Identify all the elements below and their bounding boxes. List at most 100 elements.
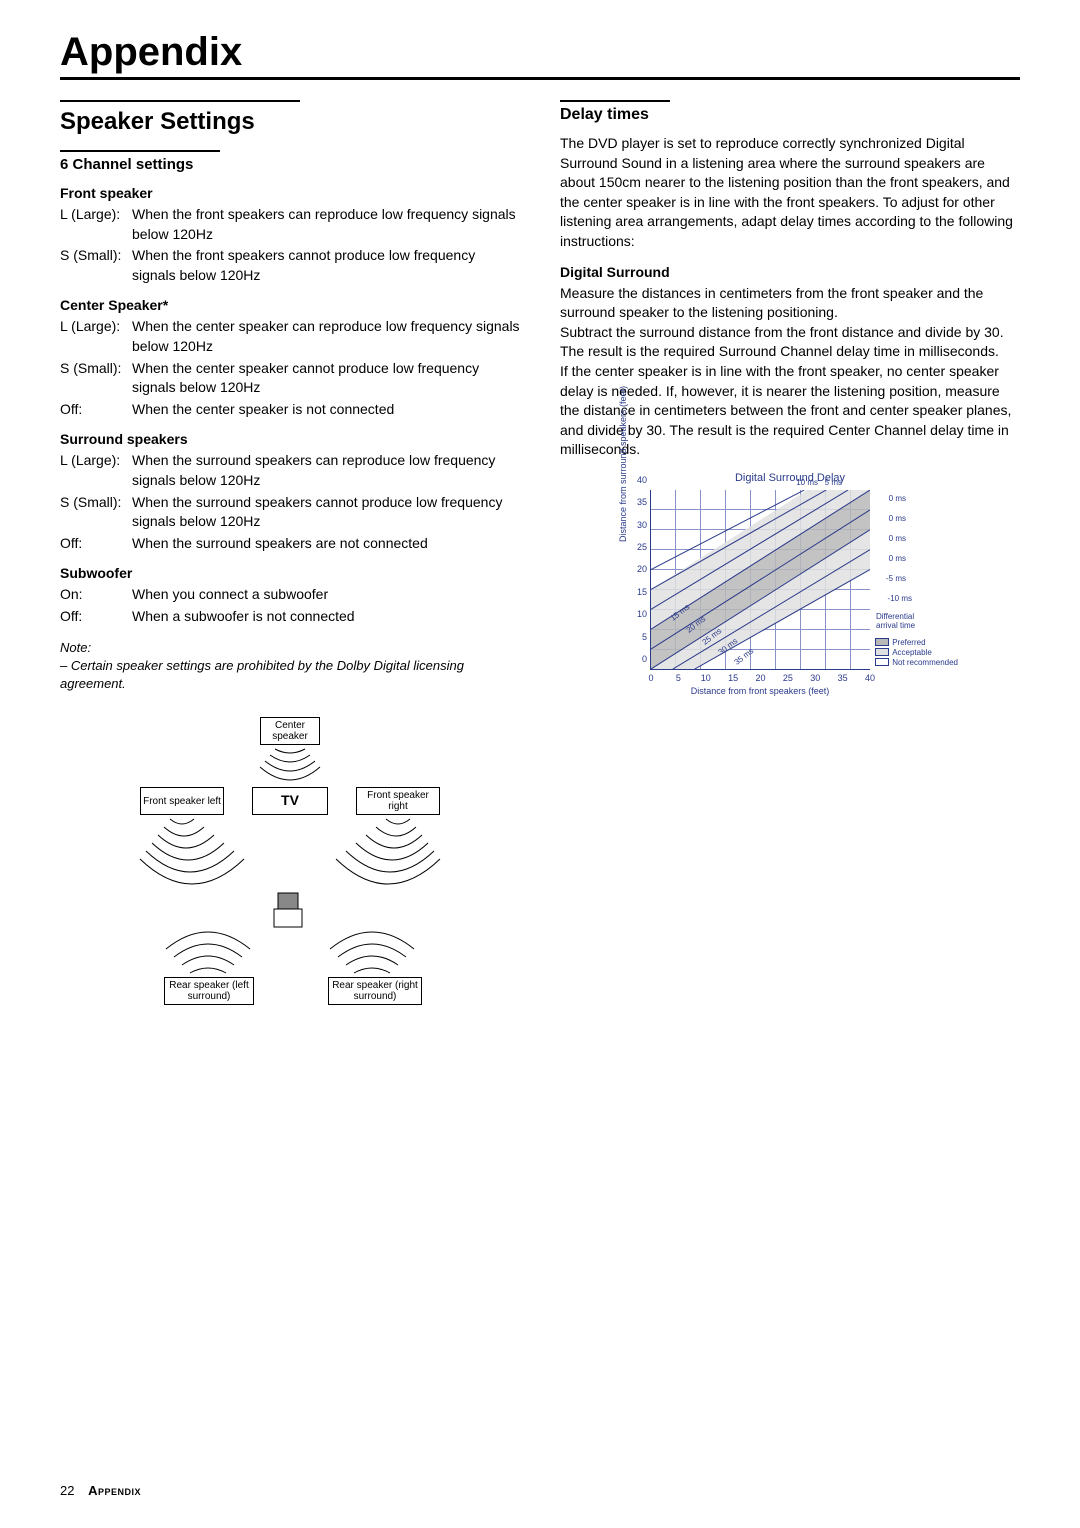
chart-x-tick: 0 (648, 673, 653, 683)
chart-title: Digital Surround Delay (620, 472, 960, 484)
setting-row: S (Small):When the center speaker cannot… (60, 359, 520, 398)
setting-desc: When the surround speakers are not conne… (132, 534, 520, 554)
diagram-front-right: Front speaker right (356, 787, 440, 815)
setting-label: S (Small): (60, 359, 132, 398)
section-rule (60, 100, 300, 102)
speaker-settings-heading: Speaker Settings (60, 108, 520, 136)
chart-bands (651, 490, 870, 669)
ds-para-1: Measure the distances in centimeters fro… (560, 284, 1020, 323)
diagram-center-speaker: Center speaker (260, 717, 320, 745)
diagram-front-left: Front speaker left (140, 787, 224, 815)
chart-x-tick: 40 (865, 673, 875, 683)
setting-desc: When the center speaker cannot produce l… (132, 359, 520, 398)
setting-desc: When the front speakers can reproduce lo… (132, 205, 520, 244)
delay-times-heading: Delay times (560, 106, 1020, 124)
chart-legend: Preferred Acceptable Not recommended (875, 637, 958, 667)
right-label-1: 0 ms (889, 514, 906, 523)
ds-para-3: If the center speaker is in line with th… (560, 362, 1020, 460)
chart-y-tick: 5 (629, 632, 647, 642)
setting-group-head: Front speaker (60, 185, 520, 201)
chart-y-tick: 15 (629, 587, 647, 597)
section-rule-right (560, 100, 670, 102)
legend-notrec: Not recommended (875, 658, 958, 667)
ds-para-2: Subtract the surround distance from the … (560, 323, 1020, 362)
chart-x-tick: 5 (676, 673, 681, 683)
setting-desc: When the surround speakers cannot produc… (132, 493, 520, 532)
setting-label: S (Small): (60, 246, 132, 285)
setting-label: Off: (60, 400, 132, 420)
legend-notrec-label: Not recommended (892, 658, 958, 667)
chart-plot-area: 15 ms 20 ms 25 ms 30 ms 35 ms 10 ms 5 ms… (650, 490, 870, 670)
setting-row: L (Large):When the surround speakers can… (60, 451, 520, 490)
channel-settings-heading: 6 Channel settings (60, 156, 520, 173)
diagram-waves (110, 717, 470, 1077)
setting-label: L (Large): (60, 451, 132, 490)
sub-rule (60, 150, 220, 152)
legend-preferred: Preferred (875, 638, 958, 647)
chart-x-tick: 15 (728, 673, 738, 683)
setting-row: S (Small):When the front speakers cannot… (60, 246, 520, 285)
setting-label: Off: (60, 534, 132, 554)
page-title: Appendix (60, 30, 1020, 80)
right-label-6: Differential arrival time (876, 612, 934, 630)
chart-x-tick: 20 (755, 673, 765, 683)
top-label-1: 5 ms (825, 478, 842, 487)
legend-acceptable-label: Acceptable (892, 648, 932, 657)
chart-y-tick: 10 (629, 609, 647, 619)
setting-label: Off: (60, 607, 132, 627)
setting-desc: When you connect a subwoofer (132, 585, 520, 605)
digital-surround-head: Digital Surround (560, 264, 1020, 280)
diagram-tv: TV (252, 787, 328, 815)
top-label-0: 10 ms (796, 478, 818, 487)
setting-group-head: Center Speaker* (60, 297, 520, 313)
right-column: Delay times The DVD player is set to rep… (560, 100, 1020, 1077)
setting-desc: When the surround speakers can reproduce… (132, 451, 520, 490)
setting-desc: When a subwoofer is not connected (132, 607, 520, 627)
chart-y-tick: 25 (629, 542, 647, 552)
right-label-2: 0 ms (889, 534, 906, 543)
chart-x-label: Distance from front speakers (feet) (650, 686, 870, 696)
setting-group-head: Surround speakers (60, 431, 520, 447)
setting-row: Off:When the surround speakers are not c… (60, 534, 520, 554)
right-label-4: -5 ms (886, 574, 906, 583)
setting-desc: When the front speakers cannot produce l… (132, 246, 520, 285)
chart-y-tick: 30 (629, 520, 647, 530)
chart-x-tick: 30 (810, 673, 820, 683)
right-label-0: 0 ms (889, 494, 906, 503)
diagram-rear-right: Rear speaker (right surround) (328, 977, 422, 1005)
content-columns: Speaker Settings 6 Channel settings Fron… (60, 100, 1020, 1077)
setting-row: On:When you connect a subwoofer (60, 585, 520, 605)
setting-group-head: Subwoofer (60, 565, 520, 581)
page-footer: 22 Appendix (60, 1483, 141, 1498)
chart-y-tick: 0 (629, 654, 647, 664)
delay-intro: The DVD player is set to reproduce corre… (560, 134, 1020, 252)
legend-preferred-label: Preferred (892, 638, 925, 647)
setting-row: Off:When the center speaker is not conne… (60, 400, 520, 420)
page-number: 22 (60, 1483, 74, 1498)
setting-row: S (Small):When the surround speakers can… (60, 493, 520, 532)
chart-y-label: Distance from surround speakers (feet) (618, 386, 628, 542)
chart-x-tick: 10 (701, 673, 711, 683)
chart-y-tick: 20 (629, 564, 647, 574)
speaker-layout-diagram: Center speaker Front speaker left TV Fro… (110, 717, 470, 1077)
setting-desc: When the center speaker can reproduce lo… (132, 317, 520, 356)
setting-desc: When the center speaker is not connected (132, 400, 520, 420)
left-column: Speaker Settings 6 Channel settings Fron… (60, 100, 520, 1077)
setting-row: Off:When a subwoofer is not connected (60, 607, 520, 627)
right-label-5: -10 ms (888, 594, 912, 603)
diagram-rear-left: Rear speaker (left surround) (164, 977, 254, 1005)
chart-x-tick: 35 (838, 673, 848, 683)
setting-label: L (Large): (60, 205, 132, 244)
note-body: – Certain speaker settings are prohibite… (60, 658, 464, 691)
legend-acceptable: Acceptable (875, 648, 958, 657)
setting-row: L (Large):When the center speaker can re… (60, 317, 520, 356)
right-label-3: 0 ms (889, 554, 906, 563)
note-block: Note: – Certain speaker settings are pro… (60, 639, 520, 694)
note-label: Note: (60, 640, 91, 655)
setting-label: L (Large): (60, 317, 132, 356)
footer-section-label: Appendix (88, 1483, 141, 1498)
setting-row: L (Large):When the front speakers can re… (60, 205, 520, 244)
setting-label: S (Small): (60, 493, 132, 532)
setting-label: On: (60, 585, 132, 605)
chart-x-tick: 25 (783, 673, 793, 683)
